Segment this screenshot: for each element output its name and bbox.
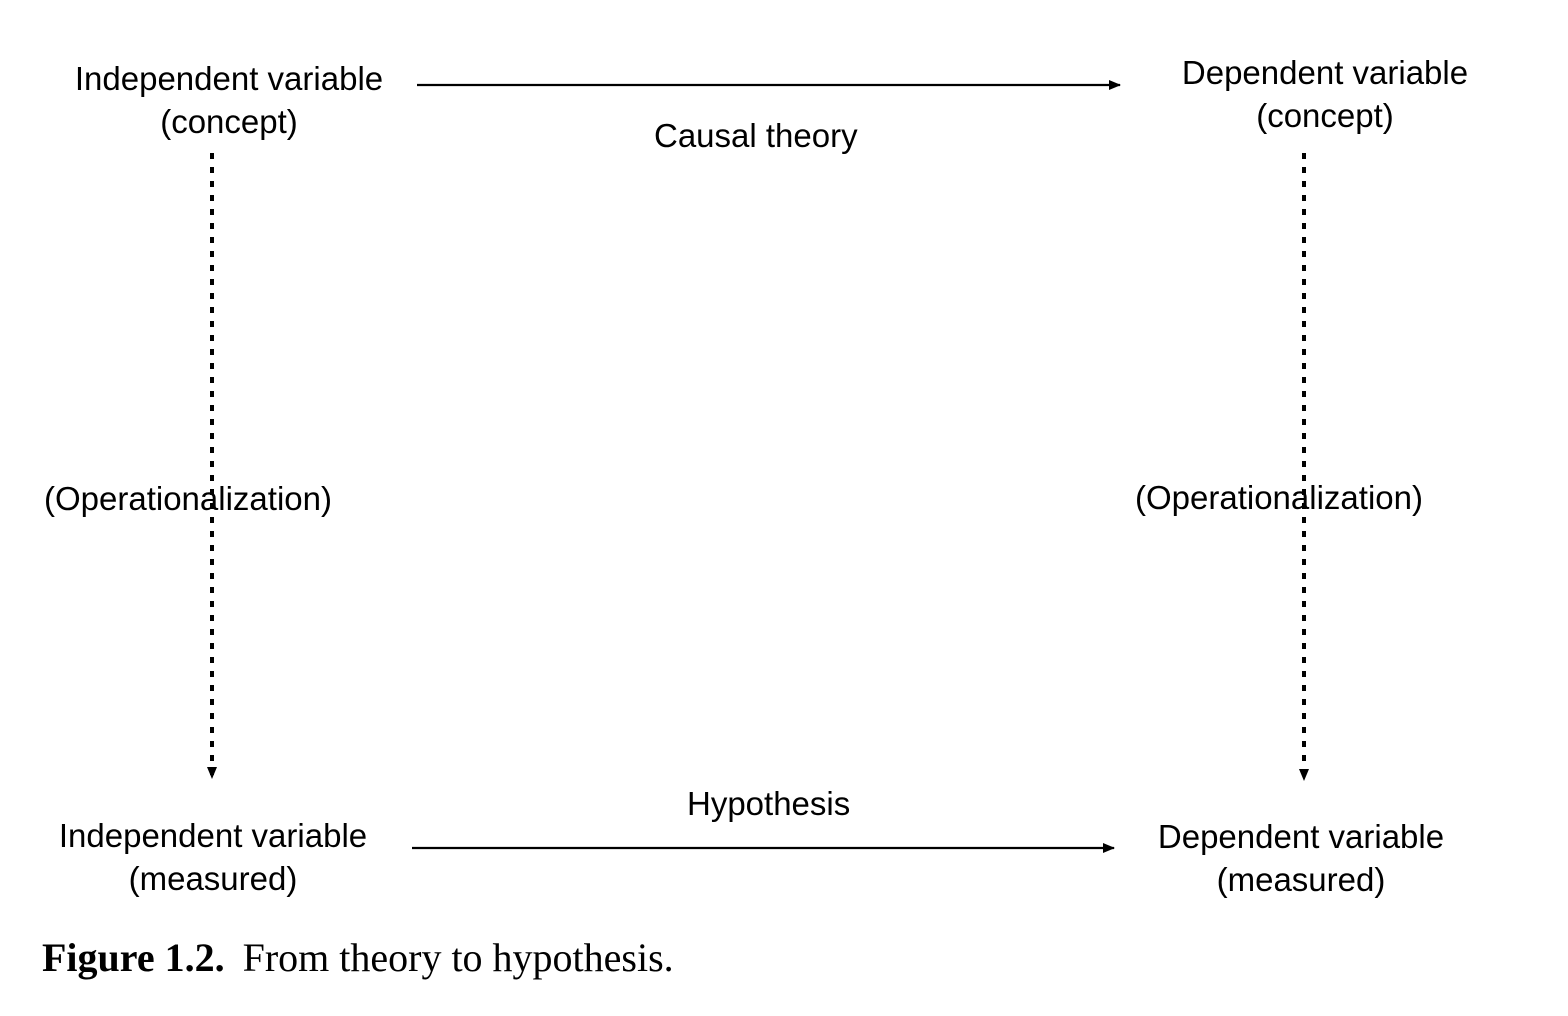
node-line: (measured) (128, 860, 298, 897)
operationalization-right-label: (Operationalization) (1135, 479, 1423, 516)
node-line: Dependent variable (1157, 818, 1445, 855)
independent-variable-measured-node: Independent variable (measured) (38, 814, 388, 900)
operationalization-left-label: (Operationalization) (44, 480, 332, 517)
hypothesis-label: Hypothesis (687, 785, 851, 822)
independent-variable-concept-node: Independent variable (concept) (54, 57, 404, 143)
node-line: (concept) (160, 103, 298, 140)
causal-theory-label: Causal theory (654, 117, 858, 154)
node-line: Independent variable (74, 60, 384, 97)
node-line: (concept) (1256, 97, 1394, 134)
node-line: Dependent variable (1181, 54, 1469, 91)
node-line: (measured) (1216, 861, 1386, 898)
node-line: Independent variable (58, 817, 368, 854)
dependent-variable-measured-node: Dependent variable (measured) (1136, 815, 1466, 901)
dependent-variable-concept-node: Dependent variable (concept) (1160, 51, 1490, 137)
figure-number: Figure 1.2. (42, 935, 225, 980)
figure-title: From theory to hypothesis. (242, 935, 674, 980)
figure-caption: Figure 1.2. From theory to hypothesis. (42, 932, 674, 984)
